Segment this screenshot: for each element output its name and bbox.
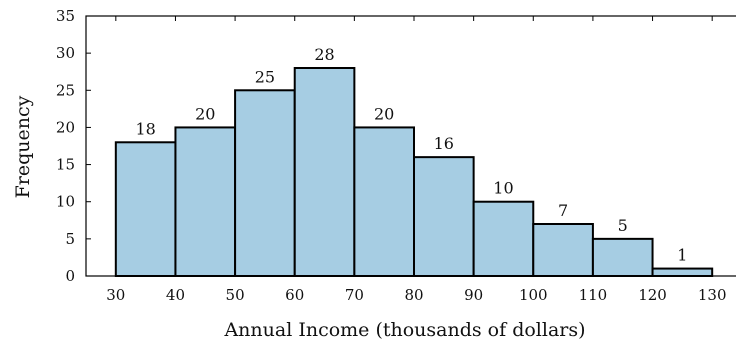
bar-value-label: 5	[618, 216, 628, 235]
bar-value-label: 20	[374, 104, 394, 123]
x-tick-label: 50	[226, 286, 245, 304]
y-tick-label: 5	[65, 230, 75, 248]
x-tick-label: 40	[166, 286, 185, 304]
axis-ticks-group	[86, 15, 713, 277]
x-axis-label: Annual Income (thousands of dollars)	[223, 319, 585, 341]
histogram-bar	[234, 89, 296, 277]
x-tick-label: 110	[579, 286, 608, 304]
bars-group	[114, 67, 714, 278]
y-tick-label: 10	[56, 193, 75, 211]
y-tick-label: 30	[56, 44, 75, 62]
y-axis-label: Frequency	[12, 95, 34, 198]
histogram-bar	[591, 237, 654, 278]
bar-value-label: 7	[558, 201, 568, 220]
bar-value-label: 16	[434, 134, 454, 153]
histogram-bar	[651, 267, 714, 278]
bar-value-label: 28	[314, 45, 334, 64]
histogram-bar	[174, 126, 237, 277]
x-tick-label: 60	[285, 286, 304, 304]
bar-value-label: 18	[135, 119, 155, 138]
data-labels-group: 18 20 25 28 20 16 10 7 5 1	[135, 45, 687, 265]
x-tick-label: 90	[464, 286, 483, 304]
x-tick-label: 30	[106, 286, 125, 304]
x-tick-label: 80	[404, 286, 423, 304]
bar-value-label: 25	[255, 67, 275, 86]
x-tick-label: 120	[638, 286, 667, 304]
y-tick-label: 35	[56, 7, 75, 25]
histogram-bar	[532, 223, 594, 277]
y-tick-label: 25	[56, 81, 75, 99]
bar-value-label: 10	[493, 179, 513, 198]
x-tick-label: 100	[519, 286, 548, 304]
bar-value-label: 1	[677, 246, 687, 265]
y-tick-label: 15	[56, 156, 75, 174]
histogram-bar	[353, 126, 416, 277]
histogram-bar	[293, 67, 356, 277]
x-tick-label: 130	[698, 286, 727, 304]
bar-value-label: 20	[195, 104, 215, 123]
y-tick-label: 0	[65, 267, 75, 285]
y-tick-label: 20	[56, 118, 75, 136]
histogram-bar	[114, 141, 177, 277]
x-tick-label: 70	[345, 286, 364, 304]
histogram-bar	[413, 156, 475, 277]
histogram-bar	[472, 200, 535, 277]
